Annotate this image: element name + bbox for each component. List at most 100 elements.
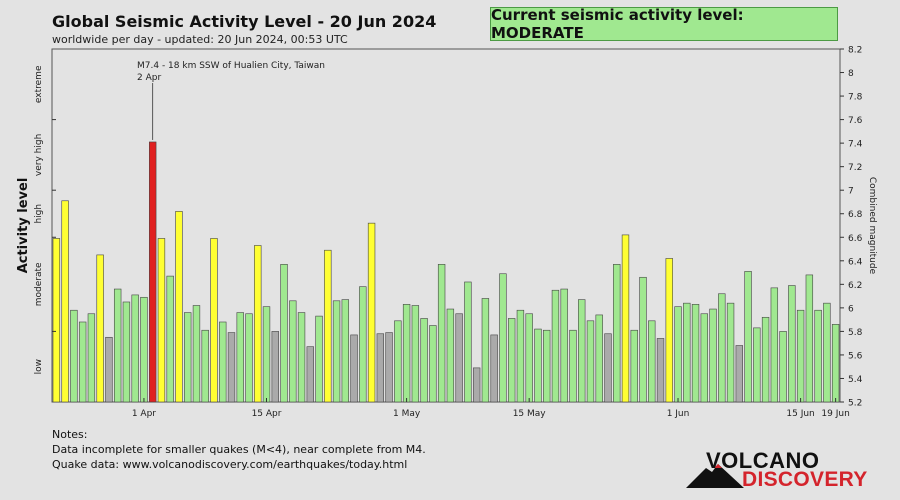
notes-heading: Notes: <box>52 428 88 441</box>
bar <box>779 331 787 403</box>
plot-area <box>51 48 841 403</box>
bar <box>192 305 201 403</box>
bar <box>560 288 568 403</box>
bar <box>543 329 551 403</box>
bar <box>621 234 630 403</box>
y2-tick-label: 6.6 <box>848 234 863 244</box>
bar <box>516 309 525 403</box>
bar <box>639 276 647 403</box>
bar <box>735 345 743 403</box>
bar <box>744 271 752 403</box>
bar <box>595 314 603 403</box>
bar <box>113 288 122 403</box>
bar <box>761 316 770 403</box>
y-axis-title: Activity level <box>16 178 31 274</box>
bar <box>507 318 516 403</box>
bar <box>184 312 192 403</box>
bar <box>578 299 586 403</box>
notes-line-1: Data incomplete for smaller quakes (M<4)… <box>52 443 426 456</box>
bar <box>770 287 779 403</box>
bar <box>324 249 332 403</box>
seismic-activity-chart: 5.2 5.4 5.6 5.8 6 6.2 6.4 6.6 6.8 7 7.2 7.4 7.6 7.8 8 8… <box>16 46 877 420</box>
bar <box>753 327 761 403</box>
bar <box>831 324 840 403</box>
bar <box>525 313 533 403</box>
bar <box>236 312 244 403</box>
notes-line-2: Quake data: www.volcanodiscovery.com/ear… <box>52 458 408 471</box>
bar <box>420 318 428 403</box>
bar <box>700 313 708 403</box>
bar <box>411 305 420 403</box>
bar <box>87 313 96 403</box>
y2-tick-label: 5.2 <box>848 399 862 409</box>
activity-level-label: low <box>34 359 44 374</box>
bar <box>105 336 113 403</box>
bar <box>61 200 69 403</box>
x-tick-label: 15 Jun <box>786 409 814 419</box>
bar <box>306 346 314 403</box>
bar <box>140 296 148 403</box>
bar <box>297 312 306 403</box>
bar <box>604 333 612 403</box>
bar <box>227 332 236 403</box>
bar <box>718 293 726 403</box>
annotation-text: M7.4 - 18 km SSW of Hualien City, Taiwan <box>137 61 325 71</box>
bar <box>674 306 682 403</box>
annotation-date: 2 Apr <box>137 73 161 83</box>
bar <box>796 309 805 403</box>
bar <box>586 320 595 403</box>
bar <box>78 321 87 403</box>
x-tick-label: 1 Apr <box>132 409 156 419</box>
x-tick-label: 19 Jun <box>821 409 849 419</box>
bar <box>175 211 183 403</box>
current-level-label: Current seismic activity level: MODERATE <box>491 6 744 42</box>
y2-tick-label: 6.4 <box>848 257 863 267</box>
bar <box>648 320 656 403</box>
bar <box>341 299 349 403</box>
y2-tick-label: 5.8 <box>848 328 863 338</box>
bar <box>280 264 288 403</box>
bar <box>376 333 385 403</box>
bar <box>788 285 796 403</box>
bar <box>52 238 61 403</box>
bar <box>446 308 455 403</box>
bar <box>350 334 358 403</box>
bar <box>394 320 402 403</box>
bar <box>254 245 262 403</box>
bar <box>569 329 577 403</box>
bar <box>709 308 717 403</box>
x-tick-label: 1 Jun <box>667 409 690 419</box>
bar <box>464 281 472 403</box>
y2-tick-label: 7.2 <box>848 163 862 173</box>
chart-subtitle: worldwide per day - updated: 20 Jun 2024… <box>52 33 348 46</box>
activity-level-label: moderate <box>34 262 44 306</box>
bar <box>630 329 638 403</box>
bar <box>402 304 411 403</box>
bar <box>359 286 367 403</box>
bar <box>315 315 323 403</box>
bar <box>385 332 393 403</box>
bar <box>332 300 341 403</box>
bar <box>166 275 174 403</box>
bar <box>219 321 227 403</box>
x-tick-label: 15 Apr <box>252 409 282 419</box>
bar <box>289 300 297 403</box>
bar <box>210 238 218 403</box>
volcanodiscovery-logo: VOLCANO DISCOVERY <box>686 448 867 492</box>
bar <box>613 264 621 403</box>
y2-axis-title: Combined magnitude <box>867 177 877 275</box>
bar <box>656 338 665 403</box>
logo-text-bottom: DISCOVERY <box>742 468 868 491</box>
y2-tick-label: 7 <box>848 187 854 197</box>
y2-tick-label: 7.4 <box>848 140 863 150</box>
x-tick-label: 1 May <box>393 409 421 419</box>
bar <box>455 313 463 403</box>
bar <box>551 289 560 403</box>
bar <box>122 301 131 403</box>
bar <box>726 302 735 403</box>
y2-tick-label: 5.6 <box>848 351 863 361</box>
bar <box>823 302 831 403</box>
bar <box>262 306 271 403</box>
bar <box>814 309 822 403</box>
y2-tick-label: 7.6 <box>848 116 863 126</box>
